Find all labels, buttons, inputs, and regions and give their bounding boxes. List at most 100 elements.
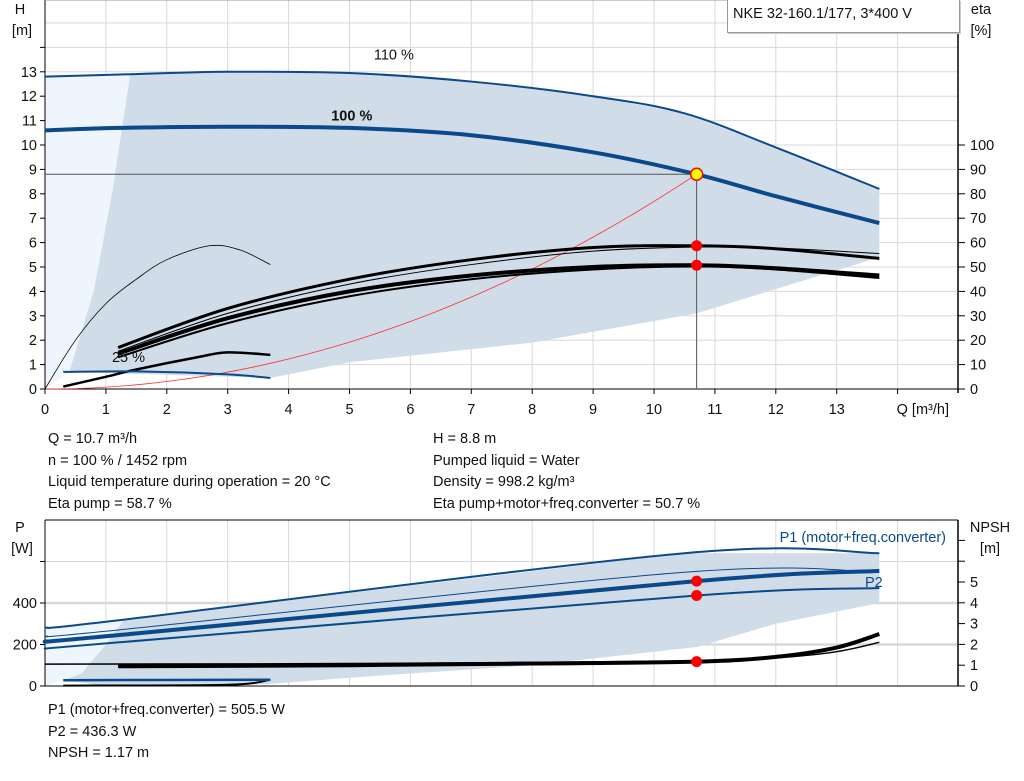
speed-label-25: 25 % [112, 350, 145, 366]
x-tick-label: 13 [829, 402, 845, 418]
head-curve [44, 70, 880, 190]
eta-duty-point [691, 240, 703, 252]
eta-tick-label: 80 [970, 187, 986, 203]
x-tick-label: 6 [406, 402, 414, 418]
duty-info-right: H = 8.8 m Pumped liquid = Water Density … [433, 429, 700, 515]
npsh-duty-point [691, 656, 703, 668]
info-liquid: Pumped liquid = Water [433, 452, 580, 469]
y-tick-label: 12 [21, 89, 37, 105]
y-tick-label: 6 [29, 236, 37, 252]
info-head: H = 8.8 m [433, 431, 497, 447]
duty-info-left: Q = 10.7 m³/h n = 100 % / 1452 rpm Liqui… [48, 429, 331, 515]
info-p1: P1 (motor+freq.converter) = 505.5 W [48, 702, 285, 718]
eta-tick-label: 0 [970, 382, 978, 398]
y-tick-label: 13 [21, 65, 37, 81]
npsh-curve [44, 641, 880, 665]
x-tick-label: 0 [41, 402, 49, 418]
head-curve [63, 370, 271, 380]
eta-tick-label: 40 [970, 284, 986, 300]
operating-range-area [69, 71, 880, 379]
y-tick-label: 2 [29, 333, 37, 349]
npsh-curve [63, 678, 271, 687]
operating-range-area [63, 553, 880, 686]
npsh-tick-label: 3 [970, 617, 978, 633]
y-tick-label: 4 [29, 284, 37, 300]
info-temperature: Liquid temperature during operation = 20… [48, 474, 331, 490]
y-tick-label: 9 [29, 162, 37, 178]
power-curve [44, 547, 880, 629]
eta-axis-unit: [%] [971, 23, 992, 39]
eta-curve [117, 246, 880, 352]
product-label: NKE 32-160.1/177, 3*400 V [733, 6, 912, 22]
y-tick-label: 10 [21, 138, 37, 154]
info-flow: Q = 10.7 m³/h [48, 431, 138, 447]
p1-curve-label: P1 (motor+freq.converter) [780, 530, 946, 546]
y-tick-label: 8 [29, 187, 37, 203]
eta-tick-label: 50 [970, 260, 986, 276]
x-tick-label: 10 [646, 402, 662, 418]
power-curve [43, 587, 880, 650]
info-eta-total: Eta pump+motor+freq.converter = 50.7 % [433, 495, 701, 512]
eta-curve [117, 265, 880, 359]
npsh-tick-label: 2 [970, 637, 978, 653]
eta-curve [62, 351, 271, 388]
npsh-axis-unit: [m] [980, 541, 1000, 557]
eta-tick-label: 100 [970, 138, 994, 154]
y-tick-label: 3 [29, 309, 37, 325]
x-tick-label: 2 [163, 402, 171, 418]
x-tick-label: 12 [768, 402, 784, 418]
power-info: P1 (motor+freq.converter) = 505.5 W P2 =… [48, 700, 285, 765]
power-curve [44, 567, 880, 638]
x-tick-label: 9 [589, 402, 597, 418]
x-tick-label: 7 [467, 402, 475, 418]
p-tick-label: 200 [13, 638, 37, 654]
y-tick-label: 5 [29, 260, 37, 276]
eta-tick-label: 90 [970, 162, 986, 178]
y-axis-label: H [15, 2, 25, 18]
head-curve [44, 124, 880, 226]
y-tick-label: 0 [29, 382, 37, 398]
x-tick-label: 4 [285, 402, 293, 418]
p-tick-label: 0 [29, 679, 37, 695]
info-p2: P2 = 436.3 W [48, 723, 137, 740]
x-tick-label: 11 [707, 402, 722, 418]
duty-point [689, 167, 704, 182]
info-speed: n = 100 % / 1452 rpm [48, 452, 188, 469]
speed-label-100: 100 % [331, 109, 372, 125]
p2-curve-label: P2 [865, 575, 883, 591]
y-axis-unit: [m] [12, 23, 32, 39]
x-tick-label: 5 [345, 402, 353, 418]
npsh-curve [118, 632, 880, 669]
eta-tick-label: 10 [970, 358, 986, 374]
npsh-axis-label: NPSH [970, 520, 1010, 536]
product-label-box: NKE 32-160.1/177, 3*400 V [727, 0, 960, 33]
y-tick-label: 11 [22, 114, 37, 130]
eta-tick-label: 70 [970, 211, 986, 227]
power-duty-point [691, 575, 703, 587]
y-tick-label: 1 [29, 358, 37, 374]
npsh-tick-label: 0 [970, 679, 978, 695]
eta-tick-label: 30 [970, 309, 986, 325]
x-tick-label: 8 [528, 402, 536, 418]
p-axis-label: P [15, 520, 25, 536]
npsh-tick-label: 4 [970, 596, 978, 612]
p-axis-unit: [W] [11, 541, 33, 557]
speed-label-110: 110 % [374, 48, 414, 64]
eta-axis-label: eta [971, 2, 992, 18]
eta-curve [117, 263, 880, 356]
eta-curve [44, 244, 271, 390]
eta-duty-point [691, 259, 703, 271]
x-tick-label: 1 [102, 402, 110, 418]
npsh-tick-label: 1 [970, 658, 978, 674]
info-eta-pump: Eta pump = 58.7 % [48, 495, 172, 512]
operating-range-light-area [45, 74, 131, 389]
power-curve [42, 568, 880, 644]
system-curve [44, 173, 697, 390]
eta-tick-label: 60 [970, 236, 986, 252]
y-tick-label: 7 [29, 211, 37, 227]
x-axis-label: Q [m³/h] [897, 402, 949, 418]
info-density: Density = 998.2 kg/m³ [433, 474, 575, 490]
info-npsh: NPSH = 1.17 m [48, 745, 150, 761]
npsh-tick-label: 5 [970, 575, 978, 591]
